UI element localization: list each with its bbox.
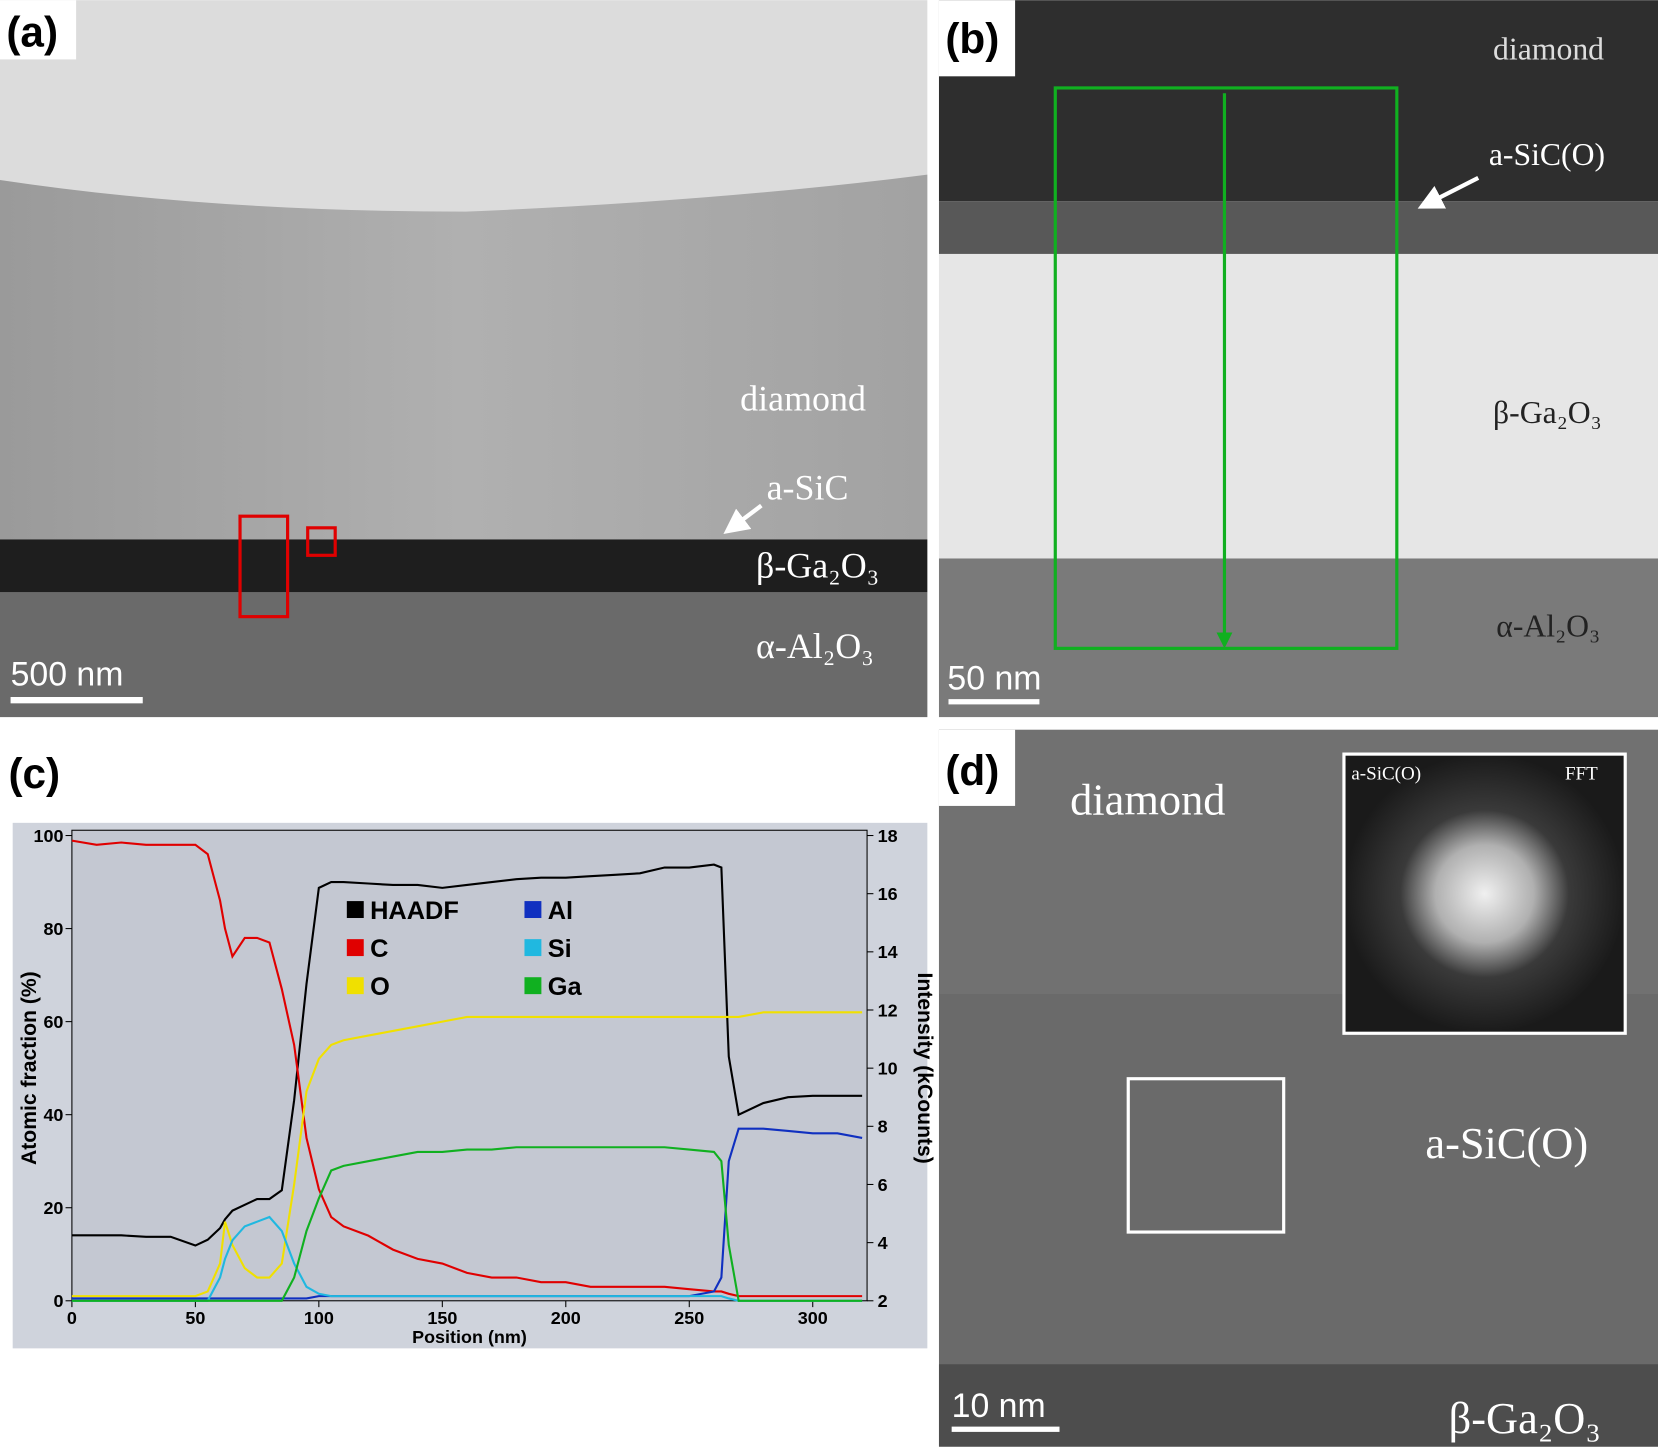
scale-bar-label: 500 nm <box>11 655 124 693</box>
roi-box <box>1126 1077 1286 1234</box>
label-bg <box>938 0 1016 77</box>
panel-label: (b) <box>945 15 999 62</box>
annotation: diamond <box>1070 774 1225 824</box>
legend-label: Si <box>548 935 572 963</box>
legend-label: Al <box>548 897 573 925</box>
panel-a: (a) diamond a-SiC β-Ga₂O₃ α-Al₂O₃ 500 nm <box>0 0 928 718</box>
y-tick-label: 20 <box>43 1198 63 1218</box>
scale-bar-label: 50 nm <box>947 660 1041 698</box>
x-tick-label: 150 <box>427 1308 457 1328</box>
roi-box <box>238 514 290 619</box>
inset-label: FFT <box>1565 763 1598 784</box>
y2-tick-label: 4 <box>878 1233 888 1253</box>
scale-bar-label: 10 nm <box>952 1387 1046 1425</box>
legend-swatch <box>346 977 364 995</box>
label-bg <box>0 0 77 60</box>
y2-tick-label: 2 <box>878 1291 888 1311</box>
y2-tick-label: 10 <box>878 1058 898 1078</box>
ga2o3-layer <box>938 253 1658 559</box>
sic-layer <box>938 201 1658 254</box>
panel-d: (d) diamond a-SiC(O) β-Ga₂O₃ a-SiC(O) FF… <box>938 729 1658 1447</box>
x-tick-label: 250 <box>674 1308 704 1328</box>
series-line <box>71 1215 863 1302</box>
annotation: β-Ga₂O₃ <box>1493 395 1602 430</box>
diamond-layer <box>0 174 928 540</box>
legend-label: O <box>370 973 390 1001</box>
panel-b: (b) diamond a-SiC(O) β-Ga₂O₃ α-Al₂O₃ 50 … <box>938 0 1658 718</box>
y-axis-label: Atomic fraction (%) <box>18 971 41 1165</box>
series-line <box>71 863 863 1247</box>
al2o3-layer <box>0 592 928 718</box>
y-tick-label: 40 <box>43 1105 63 1125</box>
y-tick-label: 0 <box>53 1291 63 1311</box>
annotation: a-SiC <box>767 467 849 507</box>
x-tick-label: 0 <box>67 1308 77 1328</box>
x-tick-label: 300 <box>798 1308 828 1328</box>
annotation: diamond <box>1493 31 1604 66</box>
series-line <box>71 1011 863 1298</box>
ga2o3-region <box>938 1364 1658 1447</box>
diamond-layer <box>938 0 1658 202</box>
panel-label: (a) <box>6 9 58 56</box>
al2o3-layer <box>938 558 1658 718</box>
x-tick-label: 50 <box>185 1308 205 1328</box>
series-line <box>71 1146 863 1302</box>
panel-label: (c) <box>8 750 60 797</box>
legend-label: C <box>370 935 388 963</box>
y2-tick-label: 8 <box>878 1117 888 1137</box>
y2-tick-label: 14 <box>878 942 898 962</box>
y2-tick-label: 18 <box>878 826 898 846</box>
roi-box <box>306 526 337 557</box>
annotation: α-Al₂O₃ <box>756 626 874 666</box>
legend-swatch <box>524 977 542 995</box>
legend-label: Ga <box>548 973 583 1001</box>
annotation: diamond <box>740 378 866 418</box>
y-tick-label: 60 <box>43 1012 63 1032</box>
ga2o3-layer <box>0 539 928 593</box>
x-tick-label: 100 <box>304 1308 334 1328</box>
panel-c: (c) 0 50 100 150 200 250 300 0 20 40 60 80 100 2 4 6 8 10… <box>8 750 936 1349</box>
label-bg <box>938 729 1016 806</box>
annotation: a-SiC(O) <box>1425 1118 1588 1168</box>
plot-area <box>71 829 868 1302</box>
y-tick-label: 80 <box>43 919 63 939</box>
series-line <box>71 839 863 1298</box>
legend-swatch <box>346 939 364 957</box>
scan-box <box>1053 86 1399 650</box>
inset-label: a-SiC(O) <box>1351 763 1421 784</box>
legend-swatch <box>524 901 542 919</box>
panel-label: (d) <box>945 747 999 794</box>
legend-label: HAADF <box>370 897 459 925</box>
y-tick-label: 100 <box>33 826 63 846</box>
legend-swatch <box>524 939 542 957</box>
x-tick-label: 200 <box>551 1308 581 1328</box>
scale-bar <box>10 697 143 704</box>
annotation: a-SiC(O) <box>1489 137 1605 172</box>
scale-bar <box>951 1426 1060 1432</box>
arrow <box>1417 175 1480 209</box>
arrow <box>723 503 763 535</box>
y2-axis-label: Intensity (kCounts) <box>913 972 936 1163</box>
x-axis-label: Position (nm) <box>412 1327 527 1347</box>
legend-swatch <box>346 901 364 919</box>
scale-bar <box>948 699 1040 705</box>
annotation: β-Ga₂O₃ <box>756 546 879 586</box>
annotation: β-Ga₂O₃ <box>1449 1393 1601 1443</box>
fft-inset <box>1342 752 1627 1035</box>
annotation: α-Al₂O₃ <box>1496 609 1600 644</box>
y2-tick-label: 16 <box>878 884 898 904</box>
y2-tick-label: 12 <box>878 1000 898 1020</box>
y2-tick-label: 6 <box>878 1175 888 1195</box>
